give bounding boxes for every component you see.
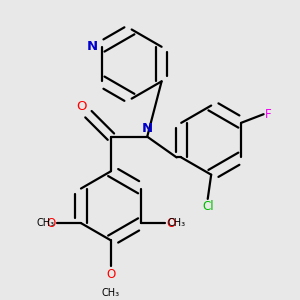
Text: CH₃: CH₃ (102, 288, 120, 298)
Text: CH₃: CH₃ (36, 218, 54, 228)
Text: Cl: Cl (202, 200, 214, 213)
Text: O: O (167, 217, 176, 230)
Text: F: F (265, 108, 272, 121)
Text: CH₃: CH₃ (167, 218, 186, 228)
Text: O: O (76, 100, 87, 113)
Text: O: O (106, 268, 116, 281)
Text: O: O (46, 217, 55, 230)
Text: N: N (142, 122, 153, 135)
Text: N: N (87, 40, 98, 53)
